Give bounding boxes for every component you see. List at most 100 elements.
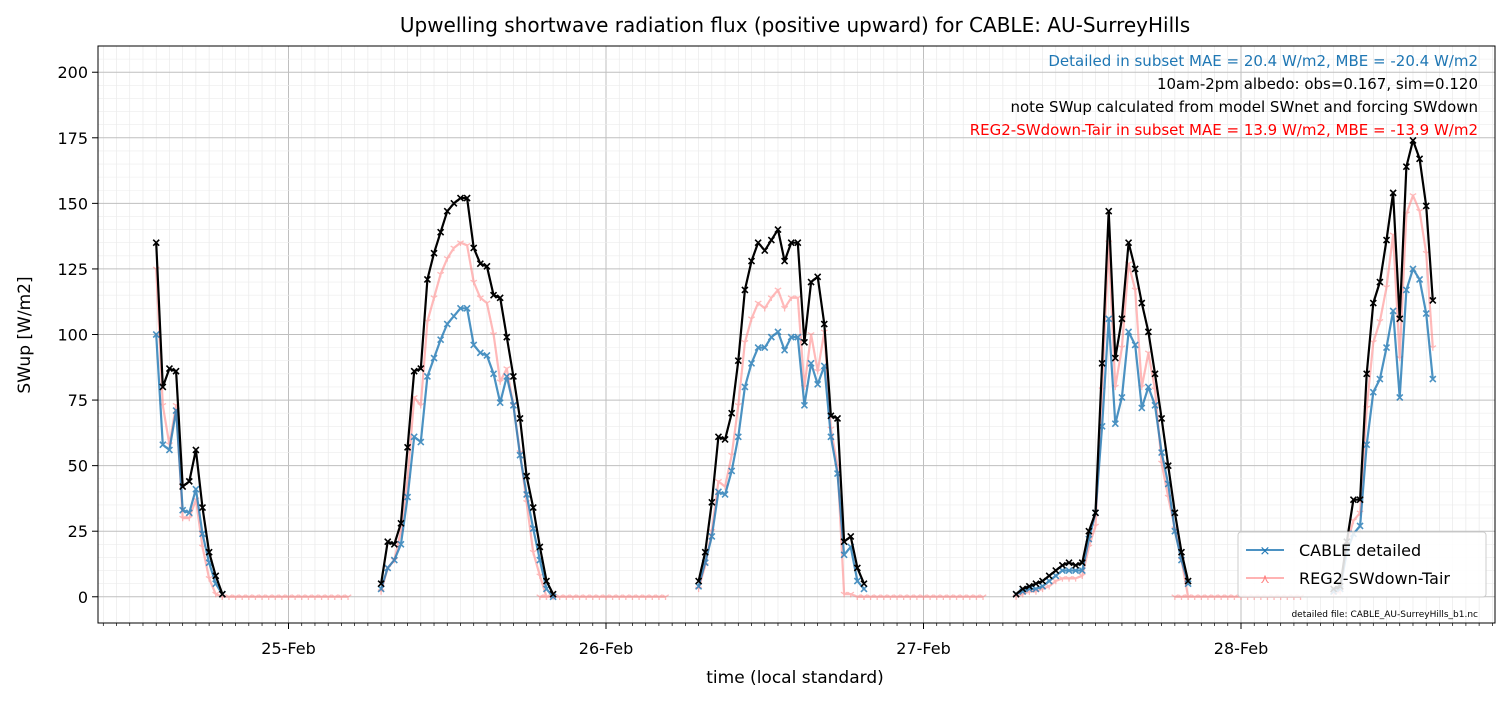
data-point-reg2-swdown-tair bbox=[1072, 575, 1080, 582]
data-point-cable-detailed bbox=[185, 509, 193, 517]
data-point-unlabelled bbox=[218, 590, 226, 598]
data-point-unlabelled bbox=[1032, 580, 1040, 588]
data-point-unlabelled bbox=[747, 257, 756, 265]
data-point-reg2-swdown-tair bbox=[609, 594, 617, 600]
data-point-cable-detailed bbox=[827, 433, 835, 441]
data-point-reg2-swdown-tair bbox=[443, 255, 451, 262]
data-point-reg2-swdown-tair bbox=[635, 594, 643, 600]
data-point-cable-detailed bbox=[794, 333, 802, 341]
data-point-cable-detailed bbox=[1078, 566, 1086, 575]
data-point-unlabelled bbox=[1124, 239, 1133, 247]
data-point-unlabelled bbox=[489, 291, 498, 299]
data-point-reg2-swdown-tair bbox=[496, 379, 504, 385]
series-line-cable-detailed-2 bbox=[697, 330, 865, 590]
data-point-cable-detailed bbox=[1363, 441, 1371, 449]
data-point-reg2-swdown-tair bbox=[589, 594, 597, 600]
data-point-unlabelled bbox=[1356, 496, 1364, 504]
data-point-unlabelled bbox=[542, 577, 551, 585]
data-point-unlabelled bbox=[1177, 548, 1186, 556]
data-point-unlabelled bbox=[1164, 462, 1172, 470]
data-point-cable-detailed bbox=[509, 401, 517, 409]
legend: × CABLE detailed ⋏ REG2-SWdown-Tair bbox=[1237, 531, 1487, 598]
data-point-unlabelled bbox=[1158, 414, 1166, 422]
data-point-cable-detailed bbox=[179, 506, 187, 514]
data-point-reg2-swdown-tair bbox=[1078, 573, 1086, 579]
data-point-cable-detailed bbox=[198, 530, 207, 538]
data-point-cable-detailed bbox=[476, 349, 484, 357]
data-point-cable-detailed bbox=[1151, 401, 1159, 409]
data-point-reg2-swdown-tair bbox=[298, 594, 306, 600]
data-point-reg2-swdown-tair bbox=[450, 245, 458, 252]
data-point-cable-detailed bbox=[390, 556, 398, 564]
data-point-reg2-swdown-tair bbox=[1058, 575, 1066, 582]
data-point-unlabelled bbox=[179, 483, 187, 491]
data-point-reg2-swdown-tair bbox=[714, 478, 722, 485]
data-point-reg2-swdown-tair bbox=[761, 305, 769, 312]
data-point-unlabelled bbox=[397, 519, 405, 527]
data-point-cable-detailed bbox=[1032, 585, 1040, 593]
data-point-cable-detailed bbox=[417, 438, 425, 446]
data-point-reg2-swdown-tair bbox=[318, 594, 326, 600]
data-point-unlabelled bbox=[1065, 559, 1073, 567]
data-point-cable-detailed bbox=[1396, 393, 1404, 402]
data-point-reg2-swdown-tair bbox=[979, 594, 987, 600]
data-point-cable-detailed bbox=[1376, 375, 1384, 383]
data-point-cable-detailed bbox=[159, 441, 167, 449]
data-point-cable-detailed bbox=[728, 467, 736, 475]
data-point-unlabelled bbox=[483, 262, 491, 270]
data-point-reg2-swdown-tair bbox=[483, 300, 491, 307]
data-point-reg2-swdown-tair bbox=[542, 594, 551, 600]
data-point-cable-detailed bbox=[549, 593, 557, 601]
data-point-unlabelled bbox=[774, 226, 782, 234]
data-point-unlabelled bbox=[423, 275, 431, 283]
data-point-cable-detailed bbox=[1416, 275, 1424, 283]
data-point-reg2-swdown-tair bbox=[562, 594, 570, 600]
data-point-reg2-swdown-tair bbox=[655, 594, 663, 600]
data-point-reg2-swdown-tair bbox=[602, 594, 610, 600]
data-point-cable-detailed bbox=[714, 488, 723, 496]
data-point-cable-detailed bbox=[1105, 315, 1113, 323]
data-point-reg2-swdown-tair bbox=[807, 332, 815, 338]
legend-label-reg2: REG2-SWdown-Tair bbox=[1299, 569, 1450, 588]
data-point-cable-detailed bbox=[1158, 448, 1166, 457]
x-axis-label: time (local standard) bbox=[706, 668, 884, 688]
data-point-cable-detailed bbox=[1369, 388, 1377, 396]
data-point-unlabelled bbox=[827, 412, 835, 420]
data-point-reg2-swdown-tair bbox=[873, 594, 881, 600]
y-tick-label-100: 100 bbox=[57, 326, 88, 345]
data-point-reg2-swdown-tair bbox=[1131, 287, 1139, 294]
data-point-reg2-swdown-tair bbox=[245, 594, 253, 600]
data-point-reg2-swdown-tair bbox=[946, 594, 954, 600]
data-point-unlabelled bbox=[1422, 202, 1430, 210]
data-point-unlabelled bbox=[1402, 163, 1410, 171]
data-point-reg2-swdown-tair bbox=[529, 549, 537, 556]
data-point-cable-detailed bbox=[774, 328, 782, 336]
data-point-reg2-swdown-tair bbox=[417, 402, 425, 409]
data-point-cable-detailed bbox=[1045, 577, 1053, 585]
data-point-reg2-swdown-tair bbox=[615, 594, 623, 600]
data-point-reg2-swdown-tair bbox=[919, 594, 928, 600]
x-tick-label-28-feb: 28-Feb bbox=[1214, 639, 1268, 658]
data-point-reg2-swdown-tair bbox=[225, 594, 233, 600]
data-point-cable-detailed bbox=[787, 333, 795, 341]
data-point-reg2-swdown-tair bbox=[251, 594, 259, 600]
data-point-reg2-swdown-tair bbox=[1184, 594, 1192, 600]
data-point-reg2-swdown-tair bbox=[867, 594, 875, 600]
data-point-cable-detailed bbox=[741, 383, 749, 391]
data-point-unlabelled bbox=[192, 446, 200, 454]
data-point-cable-detailed bbox=[840, 551, 848, 559]
data-point-unlabelled bbox=[443, 207, 451, 215]
data-point-reg2-swdown-tair bbox=[1376, 318, 1384, 325]
data-point-unlabelled bbox=[1138, 299, 1146, 307]
data-point-unlabelled bbox=[476, 260, 484, 268]
data-point-unlabelled bbox=[212, 572, 220, 580]
data-point-reg2-swdown-tair bbox=[840, 591, 848, 598]
data-point-reg2-swdown-tair bbox=[1224, 594, 1232, 600]
data-point-reg2-swdown-tair bbox=[814, 368, 822, 375]
y-tick-label-0: 0 bbox=[78, 588, 88, 607]
footnote: detailed file: CABLE_AU-SurreyHills_b1.n… bbox=[1291, 610, 1478, 620]
data-point-cable-detailed bbox=[463, 304, 471, 312]
y-tick-label-50: 50 bbox=[68, 457, 88, 476]
data-point-unlabelled bbox=[509, 372, 517, 381]
